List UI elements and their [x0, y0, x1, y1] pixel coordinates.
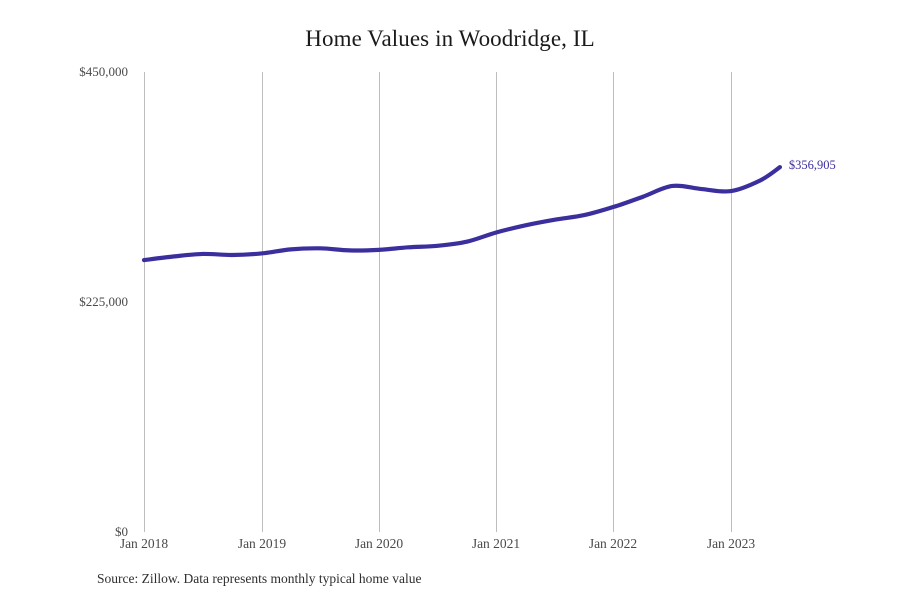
x-tick-label-jan-2020: Jan 2020 — [354, 536, 404, 551]
x-tick-label-jan-2019: Jan 2019 — [237, 536, 287, 551]
gridline-jan-2020 — [379, 72, 380, 532]
gridline-jan-2019 — [262, 72, 263, 532]
y-tick-label-450000: $450,000 — [79, 64, 128, 79]
chart-title: Home Values in Woodridge, IL — [305, 26, 595, 51]
gridline-jan-2018 — [144, 72, 145, 532]
source-note: Source: Zillow. Data represents monthly … — [97, 571, 422, 586]
end-value-label: $356,905 — [788, 158, 836, 173]
x-tick-label-jan-2018: Jan 2018 — [119, 536, 169, 551]
x-tick-label-jan-2021: Jan 2021 — [471, 536, 521, 551]
x-tick-label-jan-2022: Jan 2022 — [588, 536, 638, 551]
y-tick-label-225000: $225,000 — [79, 294, 128, 309]
x-tick-label-jan-2023: Jan 2023 — [706, 536, 756, 551]
y-axis: $450,000 $225,000 $0 — [0, 0, 128, 600]
gridline-jan-2023 — [731, 72, 732, 532]
gridline-jan-2022 — [613, 72, 614, 532]
y-tick-label-0: $0 — [115, 524, 128, 539]
gridline-jan-2021 — [496, 72, 497, 532]
plot-area — [144, 72, 790, 532]
